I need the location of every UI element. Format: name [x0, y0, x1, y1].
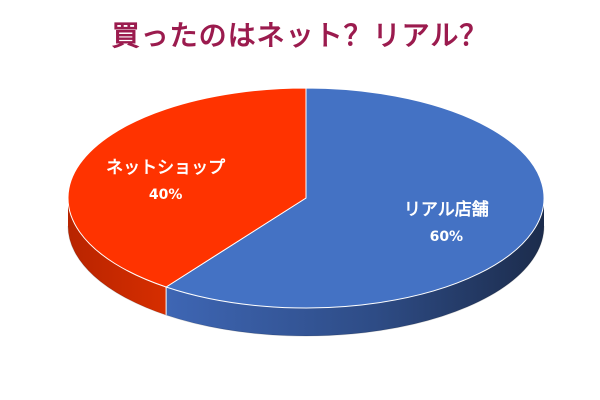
pie-bottom-edge: [67, 225, 545, 337]
chart-title: 買ったのはネット？リアル？: [111, 19, 489, 52]
slice-category-label: リアル店舗: [404, 199, 489, 220]
pie-slice-1: [67, 87, 307, 288]
slice-value-label: 40%: [149, 187, 183, 203]
slice-value-label: 60%: [430, 229, 464, 245]
pie-slice-0: [164, 87, 545, 309]
pie-side-1: [68, 198, 167, 315]
slice-category-label: ネットショップ: [106, 157, 226, 178]
pie-side-0: [166, 198, 544, 336]
